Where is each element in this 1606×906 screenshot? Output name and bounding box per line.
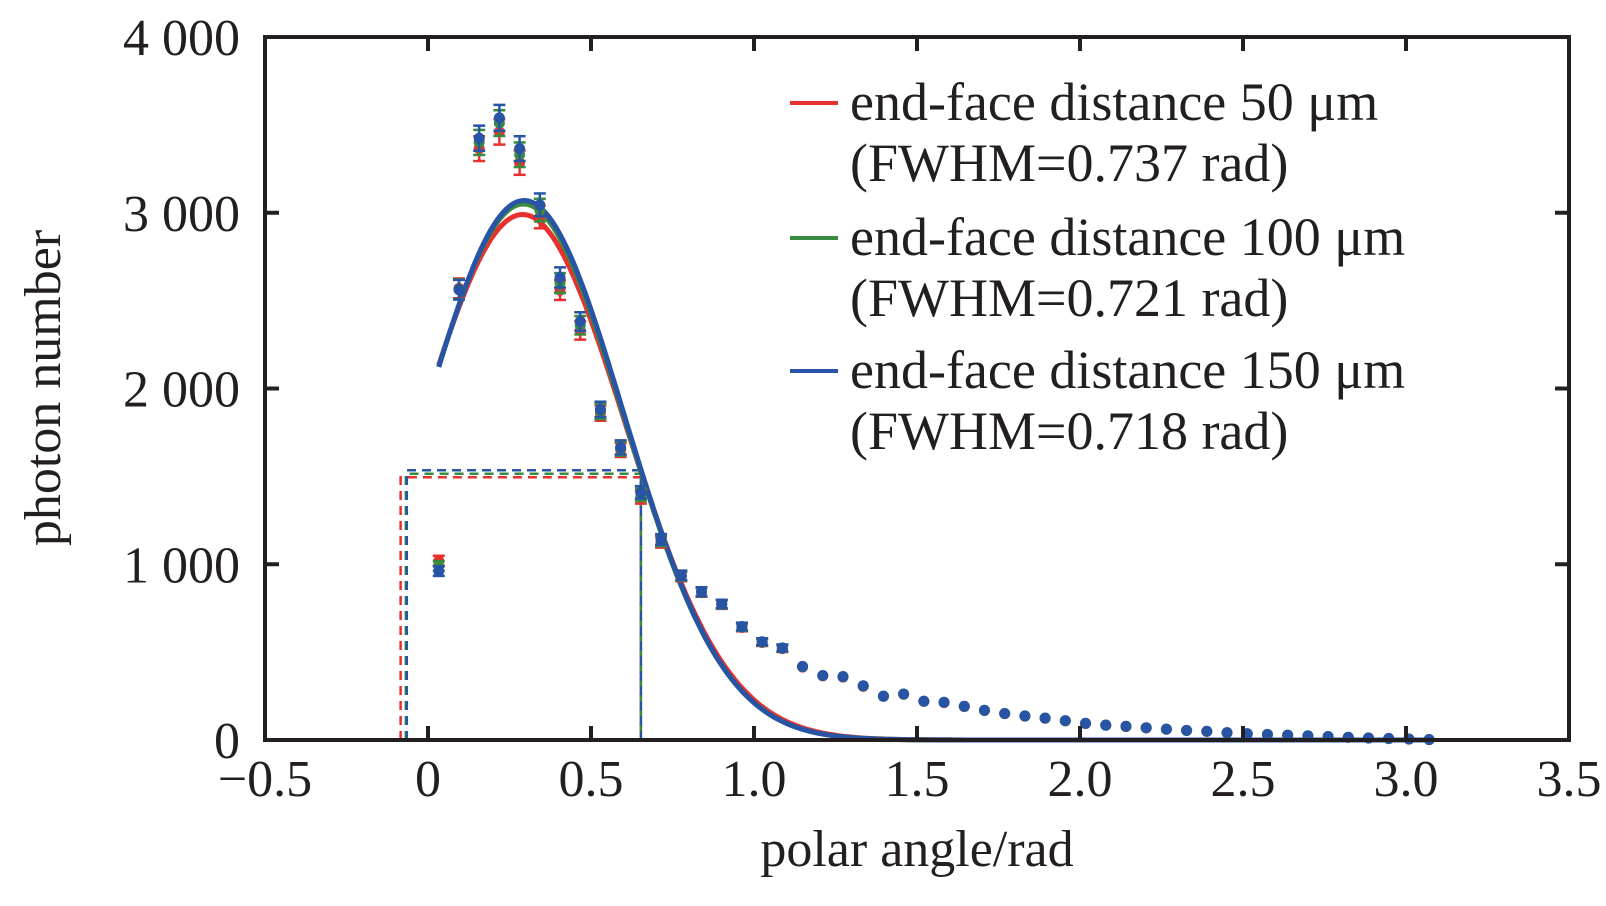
data-point-2 [453, 284, 465, 296]
legend-fwhm-0: (FWHM=0.737 rad) [850, 133, 1288, 193]
data-point-2 [1201, 725, 1213, 737]
data-point-2 [716, 598, 728, 610]
y-tick-label: 4 000 [123, 10, 240, 67]
data-point-2 [978, 704, 990, 716]
data-point-2 [1059, 715, 1071, 727]
data-point-2 [1181, 724, 1193, 736]
data-point-2 [1261, 728, 1273, 740]
data-point-2 [1039, 712, 1051, 724]
data-point-2 [1160, 723, 1172, 735]
data-point-2 [999, 707, 1011, 719]
legend: end-face distance 50 μm(FWHM=0.737 rad) e… [790, 72, 1405, 461]
data-point-2 [534, 199, 546, 211]
fwhm-markers [399, 468, 643, 740]
x-tick-label: −0.5 [218, 751, 312, 808]
x-tick-label: 3.0 [1374, 751, 1439, 808]
data-point-2 [1221, 727, 1233, 739]
x-tick-label: 2.5 [1211, 751, 1276, 808]
x-axis-label: polar angle/rad [760, 821, 1073, 878]
fwhm-marker-2 [405, 468, 643, 740]
y-tick-label: 0 [214, 713, 240, 770]
x-tick-label: 0.5 [559, 751, 624, 808]
data-point-2 [493, 112, 505, 124]
data-point-2 [433, 565, 445, 577]
data-point-2 [655, 533, 667, 545]
data-point-2 [635, 486, 647, 498]
data-point-2 [514, 143, 526, 155]
data-point-2 [877, 690, 889, 702]
data-points [432, 103, 1435, 746]
data-point-2 [1100, 719, 1112, 731]
x-tick-label: 1.5 [885, 751, 950, 808]
data-point-2 [857, 680, 869, 692]
y-tick-label: 2 000 [123, 362, 240, 419]
data-point-2 [776, 642, 788, 654]
data-point-2 [837, 671, 849, 683]
data-point-2 [594, 403, 606, 415]
legend-label-2: end-face distance 150 μm [850, 340, 1405, 400]
x-tick-label: 1.0 [722, 751, 787, 808]
fwhm-marker-0 [399, 476, 643, 740]
y-tick-label: 1 000 [123, 537, 240, 594]
data-point-2 [473, 132, 485, 144]
data-point-2 [918, 695, 930, 707]
legend-fwhm-2: (FWHM=0.718 rad) [850, 401, 1288, 461]
data-point-2 [696, 586, 708, 598]
data-point-2 [574, 316, 586, 328]
data-point-2 [797, 660, 809, 672]
legend-fwhm-1: (FWHM=0.721 rad) [850, 268, 1288, 328]
data-point-2 [756, 636, 768, 648]
legend-label-1: end-face distance 100 μm [850, 207, 1405, 267]
x-tick-label: 0 [415, 751, 441, 808]
data-point-2 [675, 569, 687, 581]
y-tick-label: 3 000 [123, 186, 240, 243]
data-point-2 [1140, 722, 1152, 734]
data-point-2 [1080, 717, 1092, 729]
data-point-2 [938, 696, 950, 708]
data-point-2 [1282, 729, 1294, 741]
data-point-2 [736, 620, 748, 632]
data-point-2 [615, 441, 627, 453]
legend-label-0: end-face distance 50 μm [850, 72, 1378, 132]
data-point-2 [898, 688, 910, 700]
data-point-2 [958, 700, 970, 712]
data-point-2 [554, 271, 566, 283]
data-point-2 [1120, 720, 1132, 732]
y-axis-label: photon number [15, 230, 72, 546]
fwhm-marker-1 [404, 472, 643, 740]
data-point-2 [1019, 710, 1031, 722]
data-point-2 [817, 669, 829, 681]
x-tick-label: 2.0 [1048, 751, 1113, 808]
x-tick-label: 3.5 [1537, 751, 1602, 808]
